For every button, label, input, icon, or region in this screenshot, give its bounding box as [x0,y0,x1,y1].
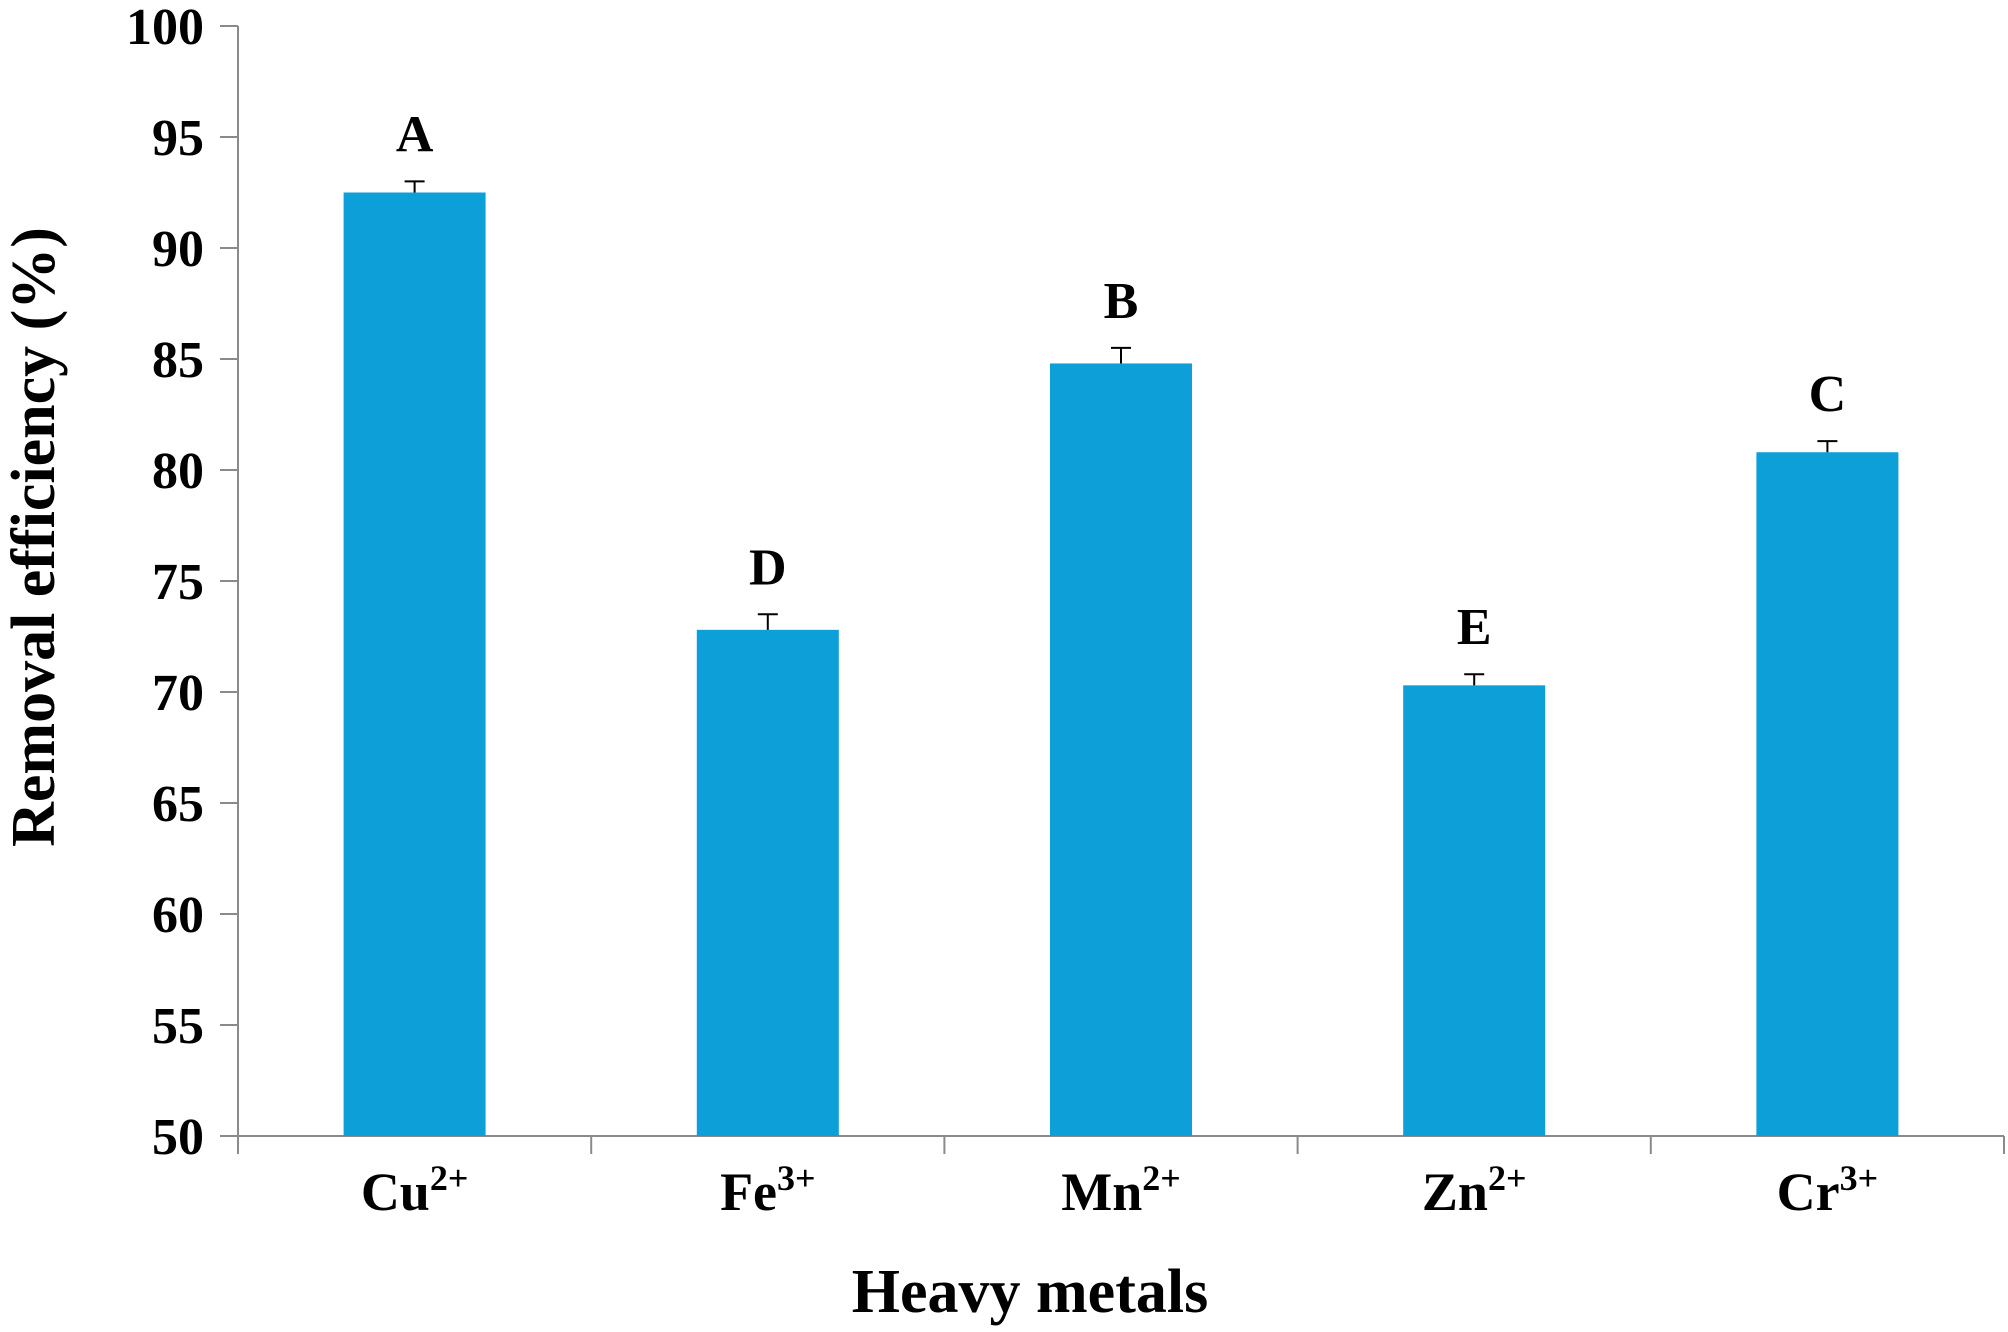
y-axis-title: Removal efficiency (%) [0,227,68,847]
bar [1403,685,1546,1136]
category-base-text: Cr [1777,1162,1840,1222]
bar [343,192,486,1136]
significance-label: D [749,539,787,596]
y-tick-label: 100 [126,0,204,56]
category-base-text: Fe [720,1162,777,1222]
y-tick-label: 90 [152,221,204,278]
y-tick-label: 70 [152,665,204,722]
bar [1756,452,1899,1136]
x-category-label: Zn2+ [1422,1158,1527,1222]
category-base-text: Cu [361,1162,430,1222]
category-superscript: 2+ [1488,1158,1527,1198]
y-tick-label: 95 [152,110,204,167]
category-superscript: 2+ [430,1158,469,1198]
significance-label: E [1457,599,1492,656]
category-superscript: 3+ [1840,1158,1879,1198]
significance-label: C [1809,366,1847,423]
y-tick-label: 65 [152,776,204,833]
y-tick-label: 85 [152,332,204,389]
bar [696,629,839,1136]
y-tick-label: 80 [152,443,204,500]
x-category-label: Cr3+ [1777,1158,1878,1222]
y-tick-label: 60 [152,887,204,944]
bar [1050,363,1192,1136]
significance-label: A [396,106,434,163]
bars: A D B E C [343,106,1899,1136]
y-tick-label: 55 [152,998,204,1055]
y-axis-ticks: 50 55 60 65 70 75 80 85 90 95 100 [126,0,238,1166]
x-category-label: Cu2+ [361,1158,469,1222]
category-base-text: Zn [1422,1162,1488,1222]
x-category-label: Mn2+ [1061,1158,1181,1222]
significance-label: B [1104,273,1139,330]
category-base-text: Mn [1061,1162,1142,1222]
x-axis-title: Heavy metals [852,1258,1208,1326]
y-tick-label: 50 [152,1109,204,1166]
y-tick-label: 75 [152,554,204,611]
category-superscript: 2+ [1142,1158,1181,1198]
category-superscript: 3+ [777,1158,816,1198]
x-axis-ticks: Cu2+ Fe3+ Mn2+ Zn2+ Cr3+ [237,1136,2005,1222]
x-category-label: Fe3+ [720,1158,815,1222]
